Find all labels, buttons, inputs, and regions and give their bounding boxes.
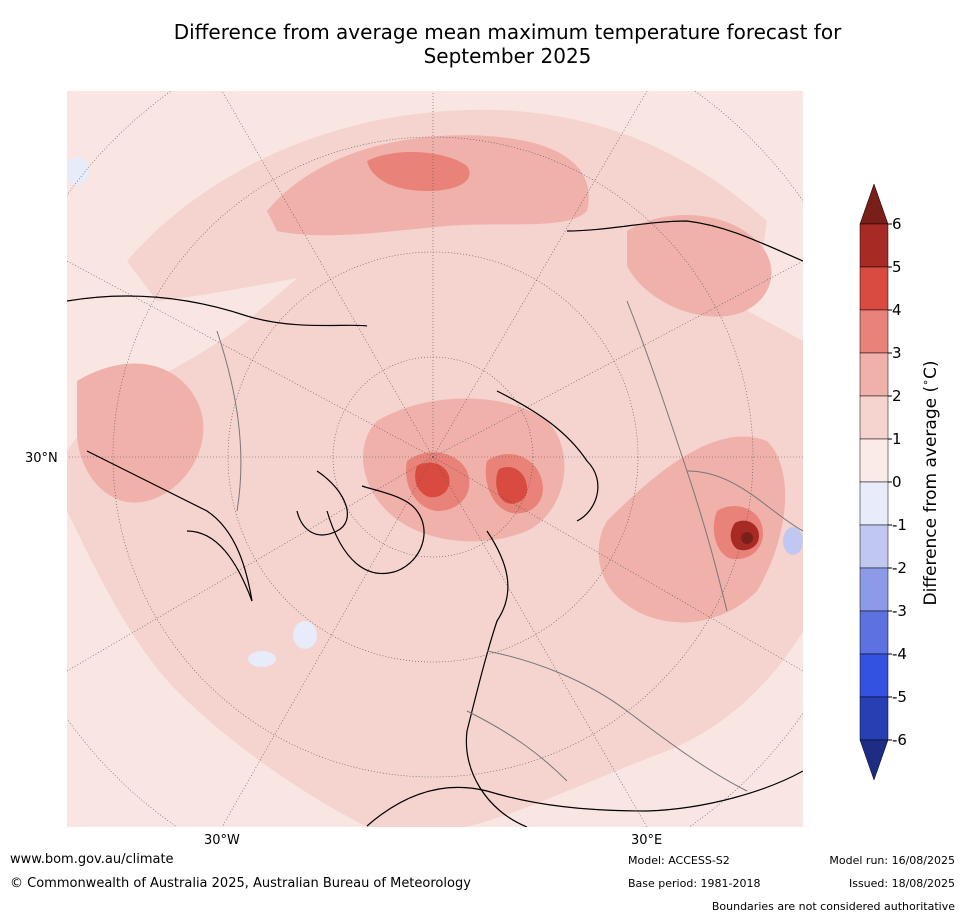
colorbar-tick-label: -1 [892, 516, 907, 534]
colorbar-tick-label: -3 [892, 602, 907, 620]
colorbar-segment [859, 266, 889, 311]
anomaly-zone-2-3-alaska [77, 363, 204, 503]
anomaly-zone-negative-1 [67, 157, 89, 185]
colorbar-ticks: 6 5 4 3 2 1 0 -1 -2 -3 -4 -5 -6 [888, 215, 907, 749]
colorbar: 6 5 4 3 2 1 0 -1 -2 -3 -4 -5 -6 [859, 183, 907, 781]
colorbar-tick-label: 1 [892, 430, 902, 448]
colorbar-tick-label: -4 [892, 645, 907, 663]
colorbar-tick-label: 2 [892, 387, 902, 405]
colorbar-segment [859, 696, 889, 741]
colorbar-tick-label: 4 [892, 301, 902, 319]
colorbar-tick-label: 5 [892, 258, 902, 276]
colorbar-segment [859, 524, 889, 569]
latitude-label-30n: 30°N [25, 451, 58, 466]
colorbar-title: Difference from average (∘C) [919, 360, 941, 606]
footer-issued: Issued: 18/08/2025 [848, 877, 955, 890]
colorbar-title-unit: C) [920, 360, 941, 379]
colorbar-segment [859, 223, 889, 268]
colorbar-under-extension [859, 739, 889, 781]
longitude-label-30w: 30°W [204, 833, 240, 848]
colorbar-title-text: Difference from average ( [920, 385, 941, 606]
map-title-line2: September 2025 [423, 44, 592, 68]
footer-model-run: Model run: 16/08/2025 [829, 854, 955, 867]
coastlines [67, 220, 803, 827]
colorbar-segment [859, 352, 889, 397]
colorbar-tick-label: -5 [892, 688, 907, 706]
colorbar-tick-label: 3 [892, 344, 902, 362]
anomaly-zone-2-3-asia [598, 436, 786, 623]
footer-website: www.bom.gov.au/climate [10, 852, 174, 867]
colorbar-tick-label: -6 [892, 731, 907, 749]
colorbar-tick-label: 0 [892, 473, 902, 491]
anomaly-zone-2-3-siberia [627, 214, 772, 317]
colorbar-segment [859, 481, 889, 526]
anomaly-zone-negative-4 [783, 527, 803, 555]
colorbar-segment [859, 438, 889, 483]
colorbar-over-extension [859, 183, 889, 225]
colorbar-segment [859, 610, 889, 655]
colorbar-segment [859, 309, 889, 354]
anomaly-zone-above-6-asia [741, 532, 753, 544]
anomaly-zone-4-5-greenland [415, 462, 450, 498]
graticule [67, 91, 803, 827]
longitude-label-30e: 30°E [631, 833, 663, 848]
colorbar-segment [859, 395, 889, 440]
colorbar-segment [859, 653, 889, 698]
footer-disclaimer: Boundaries are not considered authoritat… [711, 900, 955, 913]
map-title-line1: Difference from average mean maximum tem… [173, 20, 842, 44]
forecast-map [67, 91, 803, 827]
footer-base-period: Base period: 1981-2018 [628, 877, 761, 890]
colorbar-tick-label: -2 [892, 559, 907, 577]
colorbar-tick-label: 6 [892, 215, 902, 233]
anomaly-zone-4-5-barents [496, 466, 528, 504]
map-title: Difference from average mean maximum tem… [0, 20, 965, 68]
colorbar-segments [859, 183, 889, 781]
country-borders [216, 300, 803, 792]
footer-copyright: © Commonwealth of Australia 2025, Austra… [10, 876, 471, 891]
anomaly-zone-negative-2 [293, 621, 317, 649]
footer-model: Model: ACCESS-S2 [628, 854, 730, 867]
anomaly-zone-3-4-pacific [367, 151, 470, 191]
colorbar-segment [859, 567, 889, 612]
anomaly-zone-negative-3 [248, 651, 276, 667]
